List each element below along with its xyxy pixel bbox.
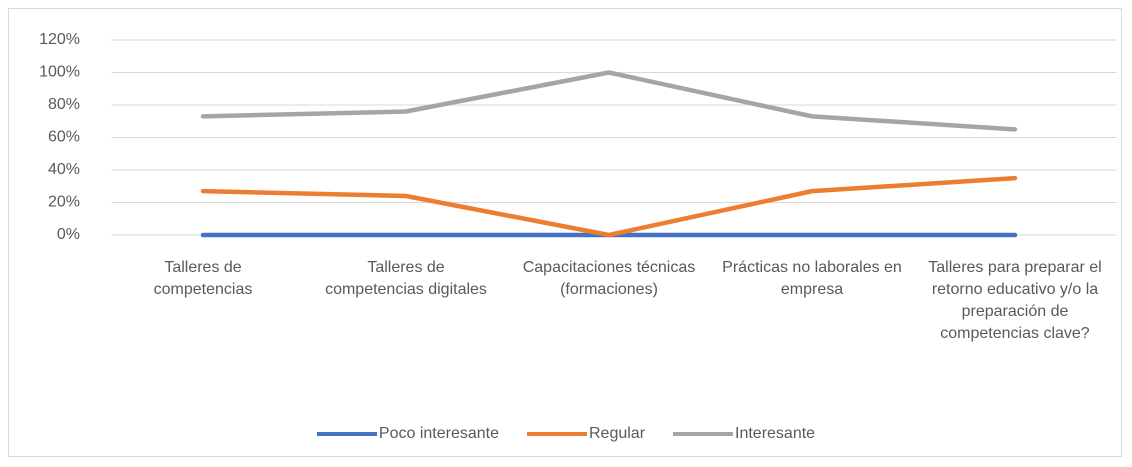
y-tick-label: 120% — [39, 31, 80, 48]
legend-item: Interesante — [673, 425, 815, 443]
series-line — [200, 70, 1018, 132]
y-tick-label: 80% — [48, 96, 80, 113]
chart-border — [8, 8, 1122, 457]
legend-item: Poco interesante — [316, 425, 499, 443]
x-tick-label: Prácticas no laborales en empresa — [722, 259, 902, 298]
legend: Poco interesante Regular Interesante — [0, 425, 1132, 443]
legend-label: Regular — [588, 425, 646, 442]
x-tick-label: Talleres para preparar el retorno educat… — [928, 259, 1102, 342]
y-tick-label: 0% — [57, 226, 80, 243]
x-tick-label: Capacitaciones técnicas (formaciones) — [522, 259, 696, 298]
legend-swatch — [526, 432, 587, 436]
legend-swatch — [316, 432, 377, 436]
legend-swatch — [673, 432, 734, 436]
x-tick-label: Talleres de competencias — [153, 259, 253, 298]
y-tick-label: 40% — [48, 161, 80, 178]
legend-label: Poco interesante — [378, 425, 499, 442]
y-tick-label: 100% — [39, 64, 80, 81]
legend-label: Interesante — [735, 425, 816, 442]
y-tick-label: 60% — [48, 129, 80, 146]
series-line — [200, 175, 1018, 238]
legend-item: Regular — [526, 425, 646, 443]
y-tick-label: 20% — [48, 194, 80, 211]
x-tick-label: Talleres de competencias digitales — [325, 259, 487, 298]
